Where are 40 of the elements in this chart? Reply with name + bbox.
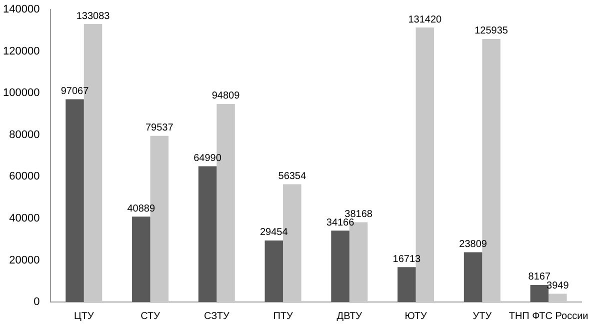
data-label: 131420 [408, 14, 442, 26]
bar [464, 252, 482, 302]
bar [264, 240, 284, 302]
x-tick-label: ПТУ [273, 310, 294, 322]
x-tick-label: ТНП ФТС России [508, 310, 588, 322]
data-label: 8167 [528, 272, 551, 283]
data-label: 94809 [212, 90, 240, 102]
x-tick-label: ЦТУ [74, 310, 94, 322]
y-tick-label: 60000 [9, 170, 40, 183]
bar [132, 216, 150, 302]
x-tick-label: СЗТУ [204, 310, 230, 322]
y-tick-label: 140000 [2, 4, 40, 16]
bar [198, 166, 217, 302]
x-tick-label: ЮТУ [404, 310, 428, 322]
bar [530, 284, 549, 302]
y-tick-label: 40000 [9, 212, 40, 224]
x-tick-label: СТУ [140, 310, 161, 322]
data-label: 79537 [145, 122, 174, 134]
bar [66, 99, 84, 302]
bar [548, 294, 567, 302]
bar [331, 230, 350, 302]
y-tick-label: 100000 [2, 87, 40, 100]
x-tick-label: УТУ [472, 310, 492, 322]
y-tick-label: 20000 [9, 254, 40, 266]
bar [398, 267, 416, 302]
y-tick-label: 80000 [9, 128, 40, 141]
data-label: 34166 [326, 217, 355, 228]
data-label: 64990 [194, 153, 222, 164]
data-label: 97067 [60, 86, 90, 98]
data-label: 16713 [392, 254, 421, 265]
data-label: 133083 [76, 10, 110, 22]
data-label: 3949 [546, 280, 570, 292]
data-label: 40889 [127, 203, 156, 214]
y-tick-label: 0 [34, 296, 40, 308]
data-label: 23809 [459, 239, 488, 250]
data-label: 125935 [474, 26, 508, 37]
y-tick-label: 120000 [2, 45, 40, 58]
data-label: 56354 [278, 171, 306, 182]
x-tick-label: ДВТУ [336, 310, 363, 322]
data-label: 29454 [260, 227, 288, 238]
